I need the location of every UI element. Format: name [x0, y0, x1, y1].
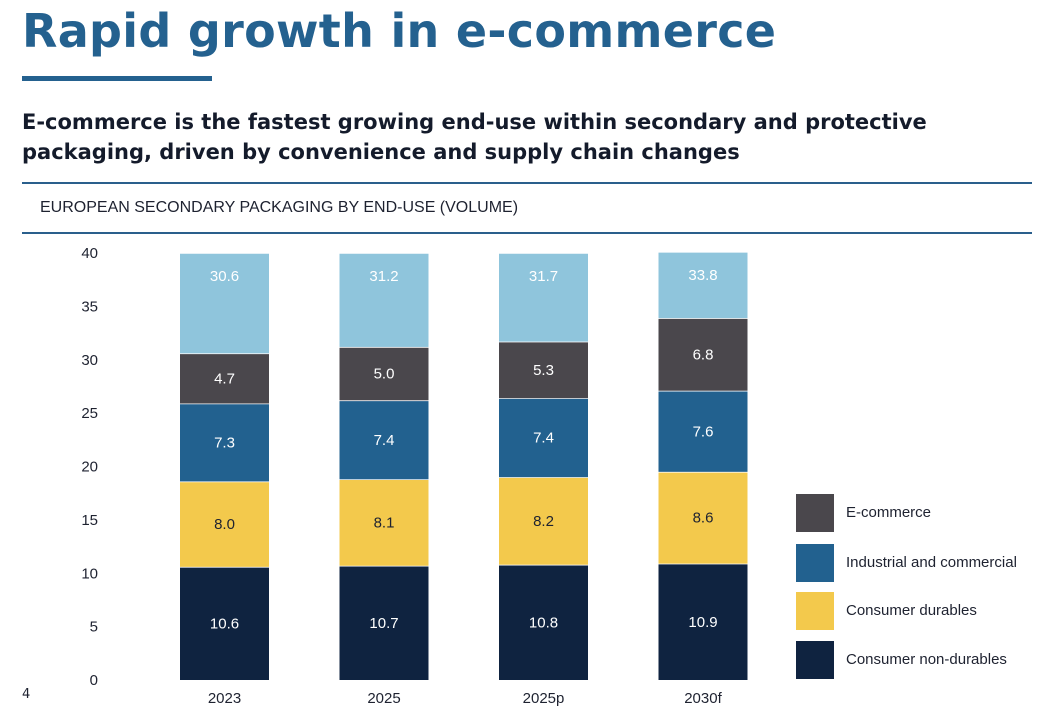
x-tick-label: 2030f — [684, 690, 722, 707]
y-tick-label: 40 — [81, 245, 98, 262]
bar-segment — [499, 253, 588, 342]
legend-item-consumer-non-durables: Consumer non-durables — [796, 641, 1063, 679]
bar-segment — [339, 565, 429, 680]
data-label: 8.1 — [374, 515, 395, 532]
data-label: 31.2 — [369, 268, 398, 285]
legend-label-consumer-durables: Consumer durables — [846, 602, 977, 619]
bar-segment — [658, 563, 748, 680]
data-label: 7.4 — [374, 432, 395, 449]
y-tick-label: 15 — [81, 512, 98, 529]
bar-segment — [339, 479, 429, 566]
x-tick-label: 2023 — [208, 690, 241, 707]
bar-segment — [180, 353, 269, 404]
bar-segment — [180, 403, 269, 482]
data-label: 33.8 — [688, 267, 717, 284]
bar-segment — [339, 400, 429, 480]
y-tick-label: 20 — [81, 459, 98, 476]
bar-segment — [499, 477, 588, 565]
data-label: 5.0 — [374, 366, 395, 383]
legend-swatch-e-commerce — [796, 494, 834, 532]
data-label: 10.7 — [369, 615, 398, 632]
legend-swatch-industrial-and-commercial — [796, 544, 834, 582]
page-subtitle: E-commerce is the fastest growing end-us… — [22, 110, 927, 164]
chart-header-bottom-rule — [22, 232, 1032, 234]
bar-segment — [658, 471, 748, 564]
chart-header-top-rule — [22, 182, 1032, 184]
data-label: 31.7 — [529, 268, 558, 285]
x-tick-label: 2025 — [367, 690, 400, 707]
y-tick-label: 10 — [81, 565, 98, 582]
data-label: 6.8 — [693, 346, 714, 363]
page-title: Rapid growth in e-commerce — [22, 4, 777, 58]
legend-item-industrial-and-commercial: Industrial and commercial — [796, 544, 1063, 582]
data-label: 10.6 — [210, 615, 239, 632]
data-label: 5.3 — [533, 362, 554, 379]
bar-segment — [499, 341, 588, 399]
data-label: 7.6 — [693, 423, 714, 440]
y-tick-label: 35 — [81, 298, 98, 315]
y-tick-label: 0 — [90, 672, 98, 689]
bar-segment — [339, 253, 429, 347]
bar-segment — [180, 566, 269, 680]
legend-label-consumer-non-durables: Consumer non-durables — [846, 651, 1007, 668]
data-label: 10.9 — [688, 614, 717, 631]
data-label: 7.4 — [533, 430, 554, 447]
bar-segment — [499, 564, 588, 680]
data-label: 8.2 — [533, 513, 554, 530]
bar-segment — [499, 398, 588, 478]
bar-segment — [658, 390, 748, 472]
y-tick-label: 25 — [81, 405, 98, 422]
bar-segment — [180, 481, 269, 567]
title-underline — [22, 76, 212, 81]
data-label: 8.6 — [693, 510, 714, 527]
legend-swatch-consumer-non-durables — [796, 641, 834, 679]
legend-item-consumer-durables: Consumer durables — [796, 592, 1063, 630]
chart-title: EUROPEAN SECONDARY PACKAGING BY END-USE … — [40, 199, 519, 216]
y-tick-label: 30 — [81, 352, 98, 369]
data-label: 8.0 — [214, 516, 235, 533]
bar-segment — [658, 318, 748, 391]
bar-segment — [339, 346, 429, 401]
x-tick-label: 2025p — [523, 690, 565, 707]
legend-label-e-commerce: E-commerce — [846, 504, 932, 521]
y-tick-label: 5 — [90, 619, 98, 636]
bar-segment — [658, 251, 748, 319]
legend-item-e-commerce: E-commerce — [796, 494, 1063, 532]
data-label: 7.3 — [214, 434, 235, 451]
data-label: 4.7 — [214, 370, 235, 387]
bar-segment — [180, 253, 269, 354]
data-label: 30.6 — [210, 268, 239, 285]
legend-label-industrial-and-commercial: Industrial and commercial — [846, 554, 1017, 571]
legend-swatch-consumer-durables — [796, 592, 834, 630]
page-number: 4 — [22, 687, 31, 702]
data-label: 10.8 — [529, 614, 558, 631]
